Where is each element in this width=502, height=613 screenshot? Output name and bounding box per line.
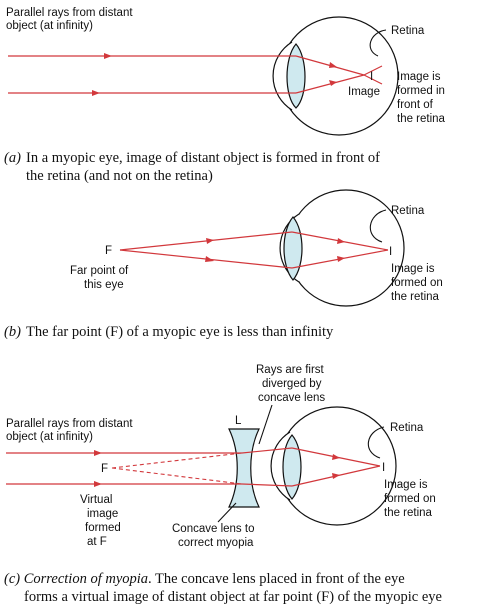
panel-b-arrow-top <box>206 238 214 244</box>
panel-a-note-1: Image is <box>397 71 441 83</box>
panel-a-note-4: the retina <box>397 113 446 125</box>
panel-b-note-1: Image is <box>391 263 435 275</box>
panel-c-lens-label: L <box>235 415 242 427</box>
panel-a-retina-label: Retina <box>391 25 425 37</box>
panel-c-diverged-line3: concave lens <box>258 392 325 404</box>
panel-b-ray-top <box>119 231 293 251</box>
panel-c-arrow-bottom <box>94 481 102 487</box>
panel-a-note-3: front of <box>397 99 434 111</box>
panel-c-eye-lens <box>282 434 302 500</box>
panel-c-virtual-ray-top <box>111 452 243 469</box>
panel-c-diverged-line2: diverged by <box>262 378 322 390</box>
panel-b-image-mark: I <box>389 246 392 258</box>
panel-c-ray-top-diverged <box>241 447 293 454</box>
panel-a-note-2: formed in <box>397 85 445 97</box>
panel-c-concave-note-1: Concave lens to <box>172 523 254 535</box>
panel-a-caption-letter: (a) <box>4 150 21 166</box>
panel-c-retina-label: Retina <box>390 422 424 434</box>
panel-a: Parallel rays from distant object (at in… <box>4 7 446 184</box>
panel-c-image-mark: I <box>382 462 385 474</box>
panel-a-rays-label-line2: object (at infinity) <box>6 20 93 32</box>
panel-b-caption: The far point (F) of a myopic eye is les… <box>26 324 334 340</box>
panel-c-caption-line2: forms a virtual image of distant object … <box>24 589 442 605</box>
panel-a-caption-line2: the retina (and not on the retina) <box>26 168 213 184</box>
panel-b-eyeball <box>287 189 405 307</box>
panel-a-caption-line1: In a myopic eye, image of distant object… <box>26 150 380 166</box>
panel-a-retina-pointer <box>369 29 387 57</box>
panel-c-caption-rest: . The concave lens placed in front of th… <box>148 571 405 587</box>
panel-a-ray-top-diverge <box>363 74 383 85</box>
panel-a-image-label: Image <box>348 86 380 98</box>
panel-b-note-3: the retina <box>391 291 440 303</box>
panel-c-virtual-line1: Virtual <box>80 494 112 506</box>
panel-a-image-mark: I <box>370 71 373 83</box>
panel-b-arrow-inner-top <box>337 238 345 244</box>
panel-a-ray-bottom-diverge <box>363 65 383 76</box>
panel-a-arrow-top <box>104 53 112 59</box>
panel-a-arrow-bottom <box>92 90 100 96</box>
panel-b-far-point-line2: this eye <box>84 279 124 291</box>
panel-c-virtual-line4: at F <box>87 536 107 548</box>
panel-c-ray-bottom-diverged <box>241 483 293 487</box>
panel-b-arrow-inner-bottom <box>337 256 345 262</box>
panel-b-retina-label: Retina <box>391 205 425 217</box>
panel-c-f-label: F <box>101 463 108 475</box>
panel-c-note-3: the retina <box>384 507 433 519</box>
panel-c-rays-label-line1: Parallel rays from distant <box>6 418 133 430</box>
panel-c-concave-lens <box>228 428 260 508</box>
panel-c-virtual-ray-bottom <box>111 467 243 485</box>
panel-b-retina-pointer <box>369 209 387 243</box>
panel-c-diverged-pointer <box>258 404 273 445</box>
panel-b-caption-letter: (b) <box>4 324 21 340</box>
panel-c: Rays are first diverged by concave lens … <box>4 364 442 605</box>
panel-a-ray-bottom-refracted <box>295 74 365 94</box>
panel-b-f-label: F <box>105 245 112 257</box>
panel-c-concave-note-2: correct myopia <box>178 537 254 549</box>
panel-c-note-2: formed on <box>384 493 436 505</box>
panel-b-far-point-line1: Far point of <box>70 265 129 277</box>
panel-c-arrow-top <box>94 450 102 456</box>
panel-c-retina-pointer <box>367 426 385 459</box>
panel-a-arrow-inner-bottom <box>329 80 337 86</box>
panel-c-caption-title: Correction of myopia <box>24 571 148 587</box>
panel-c-arrow-inner-top <box>332 454 340 460</box>
panel-c-note-1: Image is <box>384 479 428 491</box>
panel-b-arrow-bottom <box>205 256 214 262</box>
panel-c-arrow-inner-bottom <box>332 473 340 479</box>
panel-c-rays-label-line2: object (at infinity) <box>6 431 93 443</box>
panel-b-note-2: formed on <box>391 277 443 289</box>
panel-a-arrow-inner-top <box>329 62 337 68</box>
panel-c-virtual-line3: formed <box>85 522 121 534</box>
panel-b: F Far point of this eye Retina I Image i… <box>4 189 443 340</box>
panel-c-concave-pointer <box>217 502 237 523</box>
panel-a-rays-label-line1: Parallel rays from distant <box>6 7 133 19</box>
panel-c-diverged-line1: Rays are first <box>256 364 325 376</box>
panel-c-caption-line1: (c) Correction of myopia. The concave le… <box>4 571 405 587</box>
panel-c-virtual-line2: image <box>87 508 118 520</box>
panel-c-caption-letter: (c) <box>4 571 20 587</box>
